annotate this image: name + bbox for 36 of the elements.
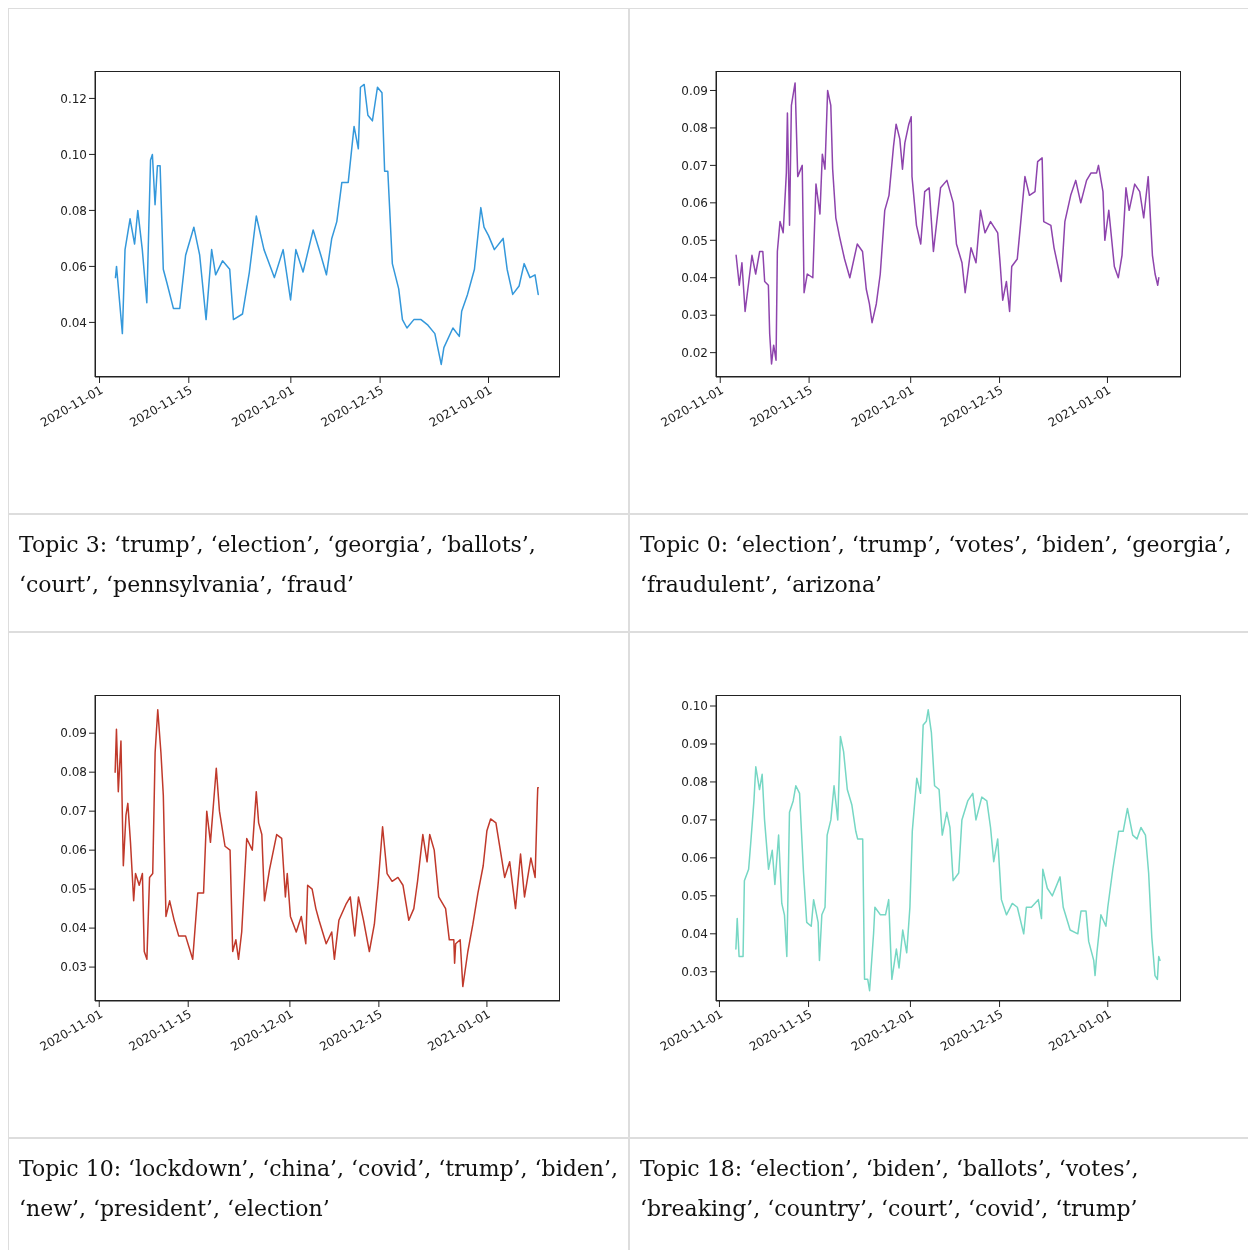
- y-tick-label: 0.03: [681, 965, 708, 980]
- y-tick-label: 0.10: [60, 147, 87, 162]
- y-tick-label: 0.03: [60, 960, 87, 975]
- y-tick-label: 0.07: [681, 158, 708, 173]
- y-tick-label: 0.05: [681, 233, 708, 248]
- y-tick-label: 0.08: [681, 121, 708, 136]
- y-tick-label: 0.03: [681, 308, 708, 323]
- y-tick-label: 0.02: [681, 345, 708, 360]
- y-tick-label: 0.12: [60, 91, 87, 106]
- y-tick-label: 0.04: [681, 927, 708, 942]
- line-series: [114, 709, 540, 988]
- y-tick-label: 0.09: [681, 737, 708, 752]
- line-series: [114, 83, 539, 366]
- y-tick-label: 0.08: [60, 203, 87, 218]
- text: Topic 3: ‘trump’, ‘election’, ‘georgia’, ‘ballots’, ‘court’, ‘pennsylvania’, ‘fraud’: [19, 531, 537, 599]
- y-tick-label: 0.07: [60, 804, 87, 819]
- y-tick-label: 0.09: [681, 83, 708, 98]
- y-tick-label: 0.08: [60, 765, 87, 780]
- line-series: [735, 82, 1160, 365]
- text: Topic 18: ‘election’, ‘biden’, ‘ballots’, ‘votes’, ‘breaking’, ‘country’, ‘court’, ‘covid’, ‘trump’: [640, 1155, 1140, 1223]
- y-tick-label: 0.07: [681, 813, 708, 828]
- y-tick-label: 0.09: [60, 726, 87, 741]
- text: Topic 10: ‘lockdown’, ‘china’, ‘covid’, ‘trump’, ‘biden’, ‘new’, ‘president’, ‘election’: [19, 1155, 618, 1223]
- line-series: [735, 709, 1161, 992]
- y-tick-label: 0.06: [681, 196, 708, 211]
- y-tick-label: 0.04: [681, 271, 708, 286]
- y-tick-label: 0.10: [681, 699, 708, 714]
- y-tick-label: 0.06: [681, 851, 708, 866]
- text: Topic 0: ‘election’, ‘trump’, ‘votes’, ‘biden’, ‘georgia’, ‘fraudulent’, ‘arizona’: [640, 531, 1233, 599]
- y-tick-label: 0.05: [60, 882, 87, 897]
- y-tick-label: 0.06: [60, 259, 87, 274]
- y-tick-label: 0.04: [60, 921, 87, 936]
- y-tick-label: 0.04: [60, 315, 87, 330]
- y-tick-label: 0.06: [60, 843, 87, 858]
- y-tick-label: 0.05: [681, 889, 708, 904]
- y-tick-label: 0.08: [681, 775, 708, 790]
